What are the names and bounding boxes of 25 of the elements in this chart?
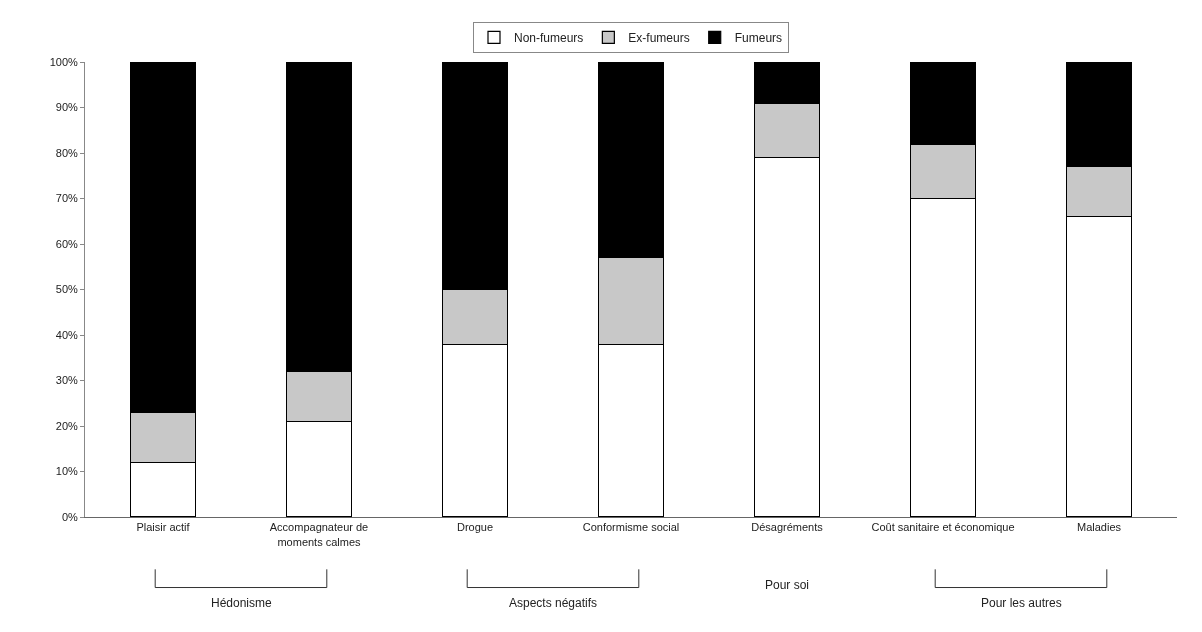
x-tick-label: Accompagnateur de moments calmes <box>269 521 369 548</box>
x-tick-label: Conformisme social <box>582 521 680 534</box>
y-tick-label: 70% <box>55 192 78 205</box>
legend-label: Non-fumeurs <box>514 31 584 46</box>
y-tick-label: 40% <box>55 328 78 341</box>
text: Aspects négatifs <box>509 596 598 610</box>
y-tick-label: 20% <box>55 419 78 432</box>
y-tick-label: 80% <box>55 146 78 159</box>
y-tick-label: 0% <box>61 510 79 523</box>
text: Hédonisme <box>211 596 273 610</box>
text: Pour les autres <box>981 596 1062 610</box>
y-tick-label: 60% <box>55 237 78 250</box>
x-tick-label: Drogue <box>456 521 494 534</box>
legend-label: Ex-fumeurs <box>628 31 690 46</box>
legend-label: Fumeurs <box>734 31 783 46</box>
x-tick-label: Désagréments <box>751 521 824 534</box>
y-tick-label: 10% <box>55 465 78 478</box>
x-tick-label: Plaisir actif <box>136 521 191 534</box>
y-tick-label: 100% <box>49 55 79 68</box>
y-tick-label: 50% <box>55 283 78 296</box>
x-tick-label: Coût sanitaire et économique <box>871 521 1015 534</box>
text: Pour soi <box>765 578 810 592</box>
y-tick-label: 90% <box>55 101 78 114</box>
x-tick-label: Maladies <box>1076 521 1122 534</box>
y-tick-label: 30% <box>55 374 78 387</box>
